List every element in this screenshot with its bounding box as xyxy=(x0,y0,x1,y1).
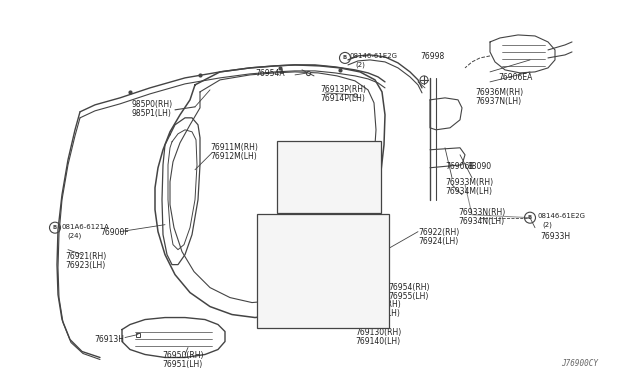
Text: 76905H: 76905H xyxy=(280,144,308,150)
Text: 76937N(LH): 76937N(LH) xyxy=(475,97,521,106)
Text: 76905HA: 76905HA xyxy=(260,217,292,223)
Text: 769140(LH): 769140(LH) xyxy=(355,337,400,346)
Text: 08146-61E2G: 08146-61E2G xyxy=(537,213,585,219)
Text: 76914P(LH): 76914P(LH) xyxy=(320,94,365,103)
Text: 76950(RH): 76950(RH) xyxy=(162,352,204,360)
Text: 76955(LH): 76955(LH) xyxy=(388,292,428,301)
Text: 769130(RH): 769130(RH) xyxy=(355,327,401,337)
Text: J76900CY: J76900CY xyxy=(561,359,598,369)
Text: 76923(LH): 76923(LH) xyxy=(65,261,105,270)
Text: 76913P(RH): 76913P(RH) xyxy=(320,85,366,94)
Text: 76900F: 76900F xyxy=(100,228,129,237)
Text: 985P1(LH): 985P1(LH) xyxy=(132,109,172,118)
Text: 76911M(RH): 76911M(RH) xyxy=(210,143,258,152)
Text: 76933H: 76933H xyxy=(540,232,570,241)
Text: 76912M(LH): 76912M(LH) xyxy=(210,152,257,161)
Text: 27922P(RH): 27922P(RH) xyxy=(355,299,401,308)
Text: 76934N(LH): 76934N(LH) xyxy=(458,217,504,226)
FancyBboxPatch shape xyxy=(257,214,389,327)
Text: 76934M(LH): 76934M(LH) xyxy=(445,187,492,196)
Text: 76933N(RH): 76933N(RH) xyxy=(458,208,505,217)
Text: 76951(LH): 76951(LH) xyxy=(162,360,202,369)
Text: B: B xyxy=(53,225,57,230)
Text: 279220(LH): 279220(LH) xyxy=(355,308,400,318)
Text: 76922(RH): 76922(RH) xyxy=(418,228,460,237)
Text: 08146-61E2G: 08146-61E2G xyxy=(350,53,398,59)
Text: 76936M(RH): 76936M(RH) xyxy=(475,88,523,97)
Text: 76954(RH): 76954(RH) xyxy=(388,283,429,292)
Text: 88090: 88090 xyxy=(468,162,492,171)
FancyBboxPatch shape xyxy=(277,141,381,213)
Text: (2): (2) xyxy=(542,222,552,228)
Text: 76921(RH): 76921(RH) xyxy=(65,251,106,261)
Text: B: B xyxy=(343,55,347,60)
Text: 76913H: 76913H xyxy=(94,334,124,343)
Text: 76924(LH): 76924(LH) xyxy=(418,237,458,246)
Text: 76954A: 76954A xyxy=(255,69,285,78)
Text: (24): (24) xyxy=(67,232,81,239)
Text: (2): (2) xyxy=(355,62,365,68)
Text: B: B xyxy=(528,215,532,220)
Text: 76906EA: 76906EA xyxy=(498,73,532,82)
Text: 081A6-6121A: 081A6-6121A xyxy=(62,224,110,230)
Text: 76906E: 76906E xyxy=(445,162,474,171)
Text: 76998: 76998 xyxy=(420,52,444,61)
Text: 76933M(RH): 76933M(RH) xyxy=(445,178,493,187)
Text: 985P0(RH): 985P0(RH) xyxy=(132,100,173,109)
